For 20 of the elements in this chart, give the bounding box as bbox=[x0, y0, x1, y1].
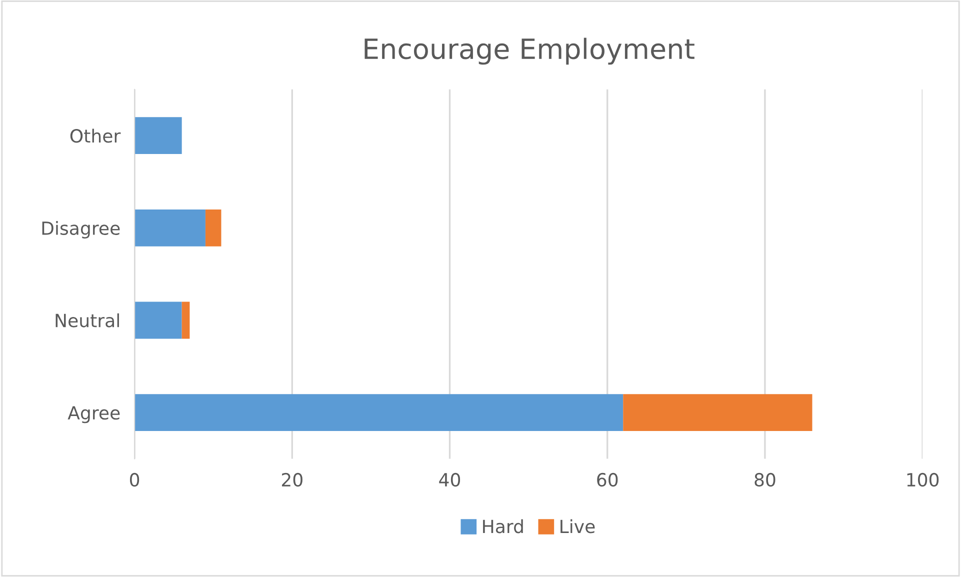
bar bbox=[134, 117, 182, 154]
y-tick-label: Agree bbox=[68, 406, 120, 424]
legend-label: Hard bbox=[483, 519, 523, 534]
chart-title: Encourage Employment bbox=[364, 38, 694, 65]
x-tick-label: 60 bbox=[597, 472, 618, 487]
bar bbox=[205, 209, 222, 246]
x-tick-label: 100 bbox=[907, 472, 939, 487]
x-tick-label: 80 bbox=[754, 472, 776, 487]
legend-label: Live bbox=[560, 519, 595, 534]
y-tick-label: Disagree bbox=[42, 221, 120, 239]
x-tick-label: 40 bbox=[439, 472, 460, 487]
bar bbox=[182, 302, 190, 339]
bar bbox=[134, 209, 206, 246]
bar bbox=[623, 394, 812, 432]
x-tick-label: 20 bbox=[282, 472, 302, 487]
y-tick-label: Neutral bbox=[56, 313, 119, 328]
x-tick-label: 0 bbox=[130, 472, 140, 487]
y-tick-label: Other bbox=[70, 128, 121, 143]
bar bbox=[134, 394, 624, 432]
bar bbox=[134, 302, 182, 339]
